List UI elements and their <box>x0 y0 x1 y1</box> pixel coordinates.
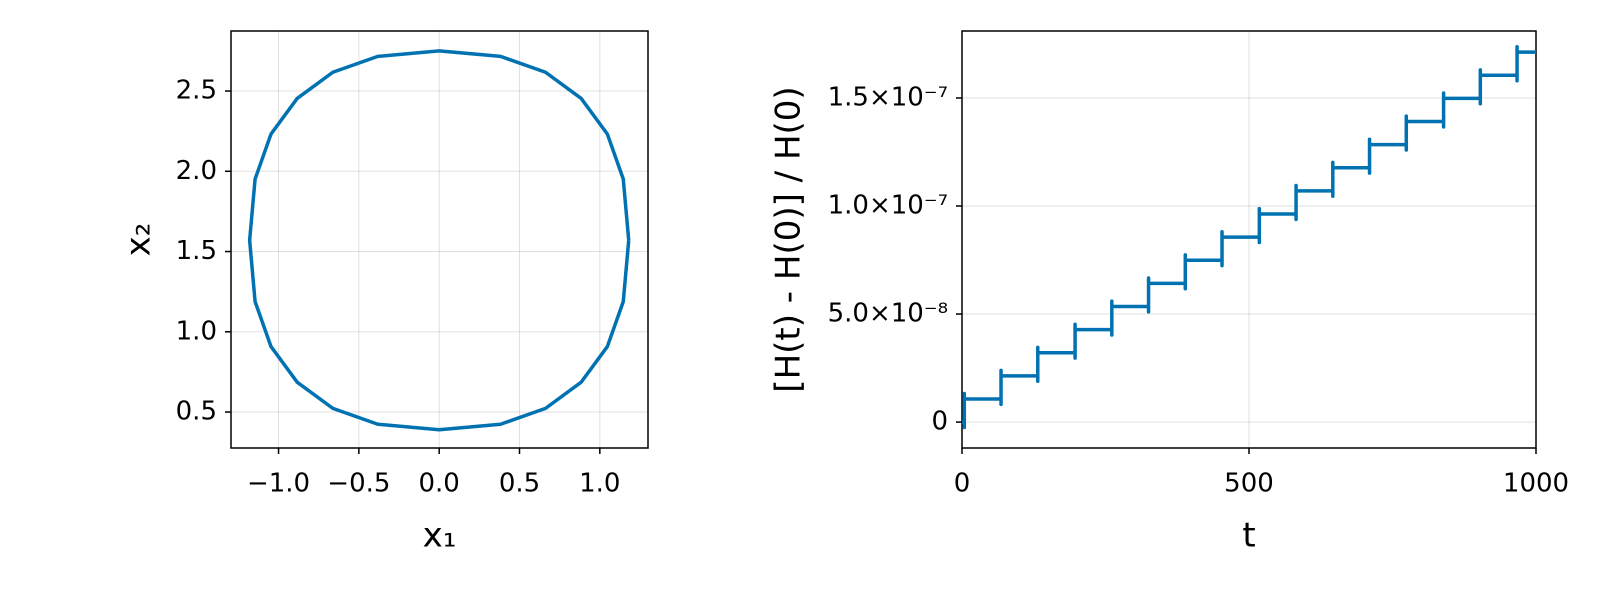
y-tick-label: 1.0×10⁻⁷ <box>828 191 948 221</box>
panel: 0 500 1000 0 5.0×10⁻⁸ 1.0×10⁻⁷ 1.5×10⁻⁷ t [H(t) … <box>769 30 1569 556</box>
plot-frame <box>961 30 1537 449</box>
data-line <box>962 45 1536 430</box>
x-tick-label: 1000 <box>1503 469 1569 499</box>
x-tick-label: −1.0 <box>247 469 310 499</box>
y-tick-label: 1.0 <box>176 316 217 346</box>
x-tick-label: 0 <box>954 469 971 499</box>
y-tick-label: 0.5 <box>176 397 217 427</box>
x-tick-label: −0.5 <box>327 469 390 499</box>
x-tick-label: 500 <box>1224 469 1274 499</box>
y-tick-label: 2.0 <box>176 156 217 186</box>
panel: −1.0 −0.5 0.0 0.5 1.0 0.5 1.0 1.5 2.0 2.5 x₁ x₂ <box>119 30 649 556</box>
y-tick-label: 1.5 <box>176 236 217 266</box>
y-tick-label: 0 <box>931 407 948 437</box>
y-tick-label: 1.5×10⁻⁷ <box>828 82 948 112</box>
x-tick-label: 1.0 <box>579 469 620 499</box>
y-axis-label: x₂ <box>119 223 159 257</box>
y-axis-label: [H(t) - H(0)] / H(0) <box>769 86 809 392</box>
x-axis-label: t <box>1242 516 1255 556</box>
x-tick-label: 0.0 <box>418 469 459 499</box>
plot-frame <box>230 30 649 449</box>
data-line <box>247 49 631 432</box>
x-tick-label: 0.5 <box>499 469 540 499</box>
x-axis-label: x₁ <box>423 516 457 556</box>
y-tick-label: 5.0×10⁻⁸ <box>828 299 948 329</box>
y-tick-label: 2.5 <box>176 76 217 106</box>
